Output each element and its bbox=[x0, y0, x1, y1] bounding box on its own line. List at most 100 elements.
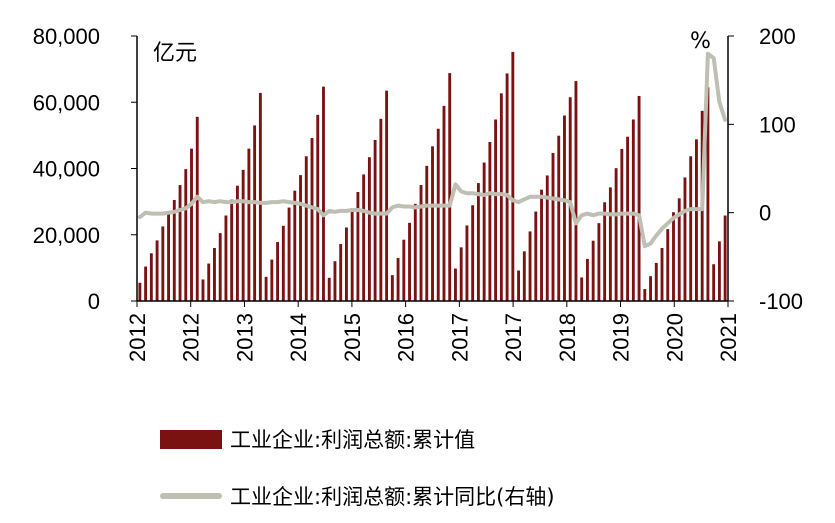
bar bbox=[149, 253, 153, 301]
bar bbox=[327, 277, 331, 301]
bar bbox=[540, 189, 543, 301]
x-tick-label: 2021 bbox=[716, 313, 741, 362]
bar bbox=[413, 203, 417, 301]
legend-bar-entry: 工业企业:利润总额:累计值 bbox=[160, 424, 475, 454]
bar bbox=[614, 168, 618, 301]
bar bbox=[603, 202, 607, 301]
bar bbox=[167, 212, 170, 301]
bar bbox=[723, 215, 727, 301]
bar bbox=[138, 282, 142, 301]
bar bbox=[373, 140, 377, 301]
bar bbox=[471, 205, 475, 301]
line-series bbox=[137, 51, 728, 249]
bar bbox=[322, 86, 325, 302]
bar bbox=[184, 169, 188, 301]
bar bbox=[712, 264, 716, 301]
bar bbox=[172, 199, 176, 301]
bar bbox=[356, 192, 360, 301]
left-tick-label: 20,000 bbox=[33, 223, 100, 248]
x-tick-label: 2019 bbox=[609, 313, 634, 362]
bar bbox=[362, 174, 366, 301]
bar bbox=[241, 169, 245, 301]
bar bbox=[385, 90, 389, 301]
right-tick-label: -100 bbox=[759, 289, 803, 314]
bar bbox=[190, 148, 193, 301]
bar bbox=[178, 185, 182, 301]
bar bbox=[299, 175, 302, 301]
bar bbox=[637, 95, 641, 301]
bar bbox=[706, 87, 710, 301]
bar bbox=[270, 259, 274, 301]
left-axis-ticks: 80,000 60,000 40,000 20,000 0 bbox=[33, 24, 137, 314]
bar bbox=[563, 115, 566, 301]
bar bbox=[672, 212, 675, 301]
legend-bar-label: 工业企业:利润总额:累计值 bbox=[230, 428, 476, 452]
legend-line-label: 工业企业:利润总额:累计同比(右轴) bbox=[230, 485, 555, 509]
bar bbox=[557, 135, 561, 301]
bar bbox=[505, 73, 509, 302]
bar bbox=[643, 289, 647, 301]
x-tick-label: 2012 bbox=[125, 313, 150, 362]
bar bbox=[517, 270, 521, 301]
left-tick-label: 40,000 bbox=[33, 157, 100, 182]
bar bbox=[195, 116, 199, 301]
bar bbox=[448, 73, 452, 301]
bar bbox=[431, 146, 434, 301]
bar bbox=[597, 223, 601, 301]
bar bbox=[213, 248, 216, 301]
bar bbox=[608, 187, 612, 301]
bar bbox=[626, 136, 630, 301]
x-tick-label: 2018 bbox=[555, 313, 580, 362]
x-tick-label: 2015 bbox=[340, 313, 365, 362]
x-tick-label: 2013 bbox=[232, 313, 257, 362]
x-axis-ticks: 2012 2012 2013 2014 2015 2016 2017 2017 2018 2019… bbox=[125, 301, 741, 362]
bar bbox=[310, 138, 314, 301]
left-tick-label: 60,000 bbox=[33, 90, 100, 115]
legend-bar-swatch bbox=[160, 429, 222, 449]
chart: 80,000 60,000 40,000 20,000 0 200 100 0 -100 20… bbox=[33, 24, 803, 362]
bar bbox=[482, 162, 486, 301]
bar bbox=[534, 211, 538, 301]
bar bbox=[574, 81, 578, 301]
bar bbox=[585, 258, 589, 301]
bar bbox=[580, 277, 584, 301]
x-tick-label: 2016 bbox=[394, 313, 419, 362]
bar bbox=[161, 226, 165, 301]
bar bbox=[454, 268, 457, 301]
right-tick-label: 0 bbox=[759, 201, 771, 226]
bar bbox=[436, 128, 440, 301]
bar bbox=[155, 240, 159, 301]
bar bbox=[350, 208, 354, 301]
x-tick-label: 2014 bbox=[286, 313, 311, 362]
bar bbox=[396, 257, 400, 301]
bar bbox=[620, 148, 624, 301]
bar bbox=[339, 244, 343, 301]
bar bbox=[408, 222, 411, 301]
bar bbox=[419, 185, 423, 301]
bar bbox=[695, 139, 698, 301]
x-tick-label: 2017 bbox=[447, 313, 472, 362]
bar bbox=[367, 157, 371, 301]
bar bbox=[459, 247, 463, 301]
bar bbox=[379, 118, 383, 301]
right-tick-label: 200 bbox=[759, 24, 796, 49]
bar bbox=[281, 225, 285, 301]
legend-line-entry: 工业企业:利润总额:累计同比(右轴) bbox=[160, 481, 555, 511]
bar bbox=[247, 148, 251, 301]
bar bbox=[660, 248, 664, 301]
bar bbox=[465, 225, 469, 301]
bar bbox=[402, 239, 406, 301]
bar bbox=[144, 266, 148, 301]
x-tick-label: 2017 bbox=[501, 313, 526, 362]
legend-line-swatch bbox=[160, 493, 222, 499]
left-tick-label: 80,000 bbox=[33, 24, 100, 49]
bar-series bbox=[138, 51, 727, 302]
bar bbox=[235, 185, 239, 301]
bar bbox=[654, 262, 658, 301]
left-unit-label: 亿元 bbox=[153, 41, 197, 66]
bar bbox=[390, 275, 394, 301]
bar bbox=[201, 279, 205, 301]
bar bbox=[442, 105, 446, 301]
bar bbox=[264, 276, 268, 301]
x-tick-label: 2012 bbox=[179, 313, 204, 362]
